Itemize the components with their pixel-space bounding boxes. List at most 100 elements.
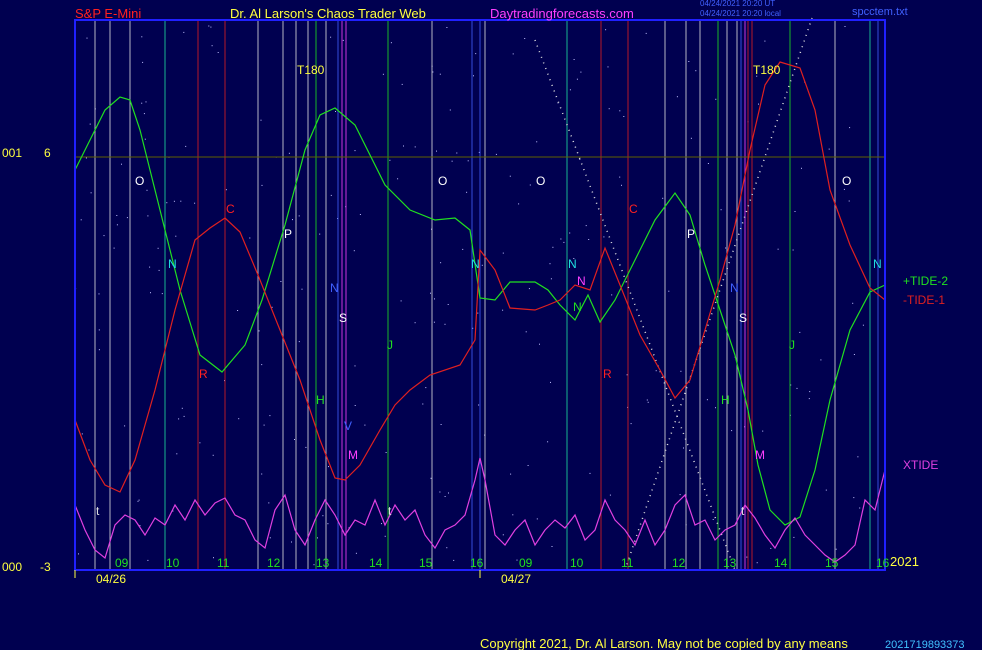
event-marker: P	[687, 227, 695, 241]
event-marker: R	[199, 367, 208, 381]
star-dot	[758, 103, 759, 105]
star-dot	[680, 370, 682, 372]
star-dot	[269, 537, 271, 539]
hour-tick-label: 11	[621, 556, 634, 570]
copyright: Copyright 2021, Dr. Al Larson. May not b…	[480, 636, 848, 650]
star-dot	[510, 473, 512, 475]
star-dot	[432, 71, 434, 73]
star-dot	[569, 232, 571, 234]
star-dot	[401, 83, 403, 85]
star-dot	[478, 404, 480, 406]
star-dot	[103, 235, 105, 237]
star-dot	[603, 236, 605, 238]
star-dot	[382, 73, 384, 75]
hour-tick-label: 10	[570, 556, 584, 570]
event-marker: N	[568, 257, 577, 271]
y-top-label: 6	[44, 146, 51, 160]
star-dot	[359, 214, 361, 215]
star-dot	[655, 370, 657, 372]
star-dot	[138, 499, 140, 501]
event-marker: N	[873, 257, 882, 271]
star-dot	[317, 537, 318, 539]
event-marker: C	[629, 202, 638, 216]
year-label: 2021	[890, 554, 919, 569]
star-dot	[139, 525, 141, 527]
star-dot	[354, 365, 356, 367]
star-dot	[808, 398, 810, 400]
star-dot	[126, 217, 128, 219]
star-dot	[695, 70, 697, 72]
star-dot	[712, 519, 714, 520]
star-dot	[447, 304, 449, 305]
star-dot	[211, 45, 213, 47]
star-dot	[258, 330, 260, 332]
site-link[interactable]: Daytradingforecasts.com	[490, 6, 634, 21]
star-dot	[626, 374, 628, 376]
star-dot	[525, 331, 527, 333]
legend-tide1: -TIDE-1	[903, 293, 945, 307]
star-dot	[547, 441, 549, 443]
star-dot	[439, 491, 441, 493]
event-marker: t	[388, 504, 392, 518]
y-top-left: 001	[2, 146, 22, 160]
star-dot	[550, 381, 551, 383]
star-dot	[849, 127, 851, 129]
star-dot	[453, 559, 455, 561]
star-dot	[607, 66, 609, 68]
event-marker: N	[168, 257, 177, 271]
star-dot	[433, 321, 435, 323]
star-dot	[446, 547, 448, 549]
star-dot	[116, 224, 118, 226]
star-dot	[440, 424, 442, 425]
star-dot	[549, 263, 551, 265]
star-dot	[472, 327, 474, 329]
star-dot	[199, 442, 201, 444]
hour-tick-label: 14	[369, 556, 383, 570]
star-dot	[185, 145, 187, 147]
star-dot	[764, 40, 766, 42]
event-marker: H	[316, 393, 325, 407]
star-dot	[268, 502, 270, 504]
star-dot	[524, 38, 526, 39]
star-dot	[166, 202, 168, 204]
star-dot	[322, 515, 324, 517]
star-dot	[124, 425, 126, 427]
star-dot	[623, 116, 625, 117]
event-marker: N	[577, 274, 586, 288]
star-dot	[210, 26, 212, 28]
star-dot	[263, 424, 265, 426]
event-marker: J	[387, 338, 393, 352]
star-dot	[181, 407, 183, 409]
star-dot	[809, 391, 811, 393]
star-dot	[720, 209, 722, 211]
star-dot	[225, 189, 227, 191]
star-dot	[440, 262, 442, 264]
star-dot	[144, 138, 146, 140]
event-marker: J	[789, 338, 795, 352]
star-dot	[90, 192, 92, 194]
star-dot	[647, 401, 649, 403]
star-dot	[585, 225, 587, 227]
hour-tick-label: 11	[217, 556, 230, 570]
star-dot	[397, 178, 399, 180]
star-dot	[137, 500, 139, 502]
event-marker: t	[741, 504, 745, 518]
star-dot	[86, 37, 88, 39]
star-dot	[552, 246, 554, 248]
star-dot	[449, 109, 451, 111]
star-dot	[173, 200, 175, 202]
event-marker: P	[284, 227, 292, 241]
event-marker: S	[339, 311, 347, 325]
event-marker: C	[226, 202, 235, 216]
star-dot	[172, 510, 174, 512]
event-marker: M	[348, 448, 358, 462]
star-dot	[516, 559, 518, 561]
star-dot	[353, 250, 355, 252]
star-dot	[446, 27, 448, 28]
star-dot	[579, 158, 581, 160]
star-dot	[355, 552, 357, 554]
star-dot	[679, 494, 681, 496]
star-dot	[852, 302, 854, 304]
star-dot	[319, 233, 321, 235]
star-dot	[176, 453, 178, 455]
